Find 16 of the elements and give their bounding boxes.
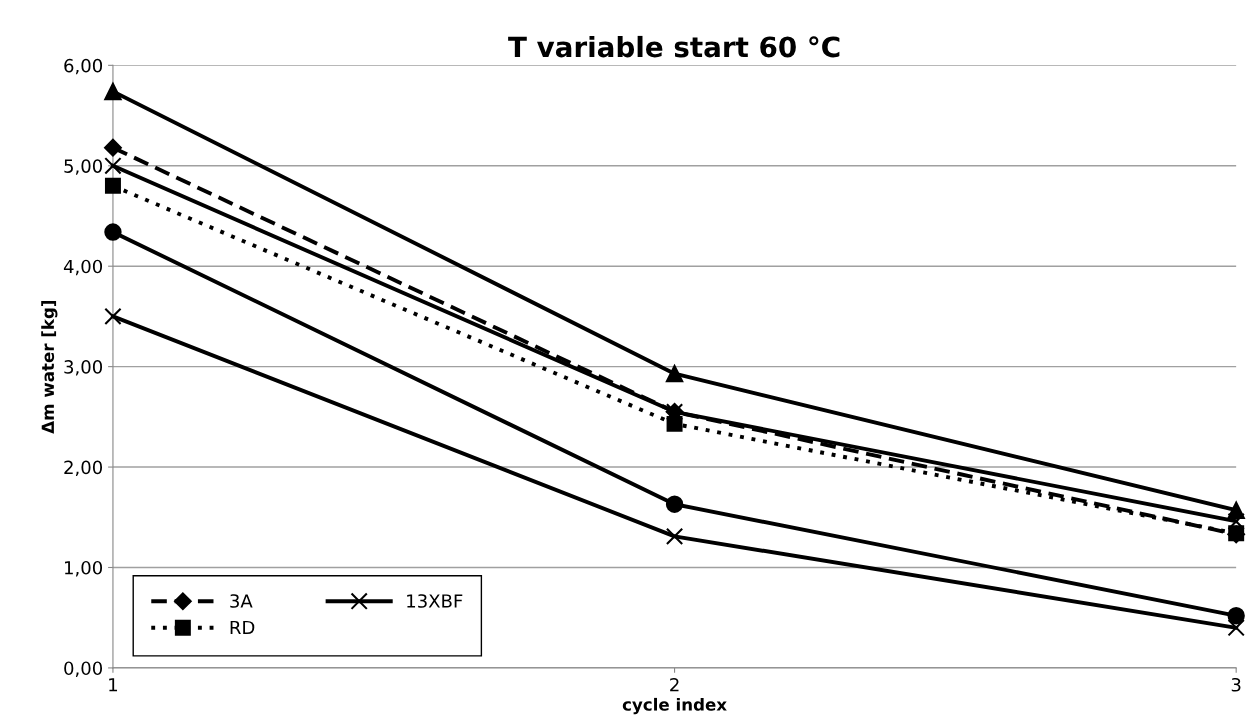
legend-label: 13XBF bbox=[407, 594, 463, 608]
y-tick-label: 1,00 bbox=[65, 560, 103, 577]
y-tick-label: 3,00 bbox=[64, 360, 103, 376]
x-tick-label: 3 bbox=[1231, 677, 1241, 692]
y-tick-label: 6,00 bbox=[64, 58, 103, 75]
y-axis-title: Δm water [kg] bbox=[41, 300, 58, 434]
y-tick-label: 2,00 bbox=[64, 460, 103, 477]
x-tick-label: 1 bbox=[109, 678, 118, 692]
legend-label: RD bbox=[230, 620, 255, 635]
y-tick-label: 0,00 bbox=[64, 661, 103, 677]
x-axis-title: cycle index bbox=[622, 697, 727, 715]
legend-label: 3A bbox=[230, 594, 253, 608]
y-tick-label: 5,00 bbox=[64, 159, 103, 175]
y-tick-label: 4,00 bbox=[63, 259, 103, 276]
x-tick-label: 2 bbox=[670, 677, 679, 692]
chart-title: T variable start 60 °C bbox=[508, 35, 840, 58]
